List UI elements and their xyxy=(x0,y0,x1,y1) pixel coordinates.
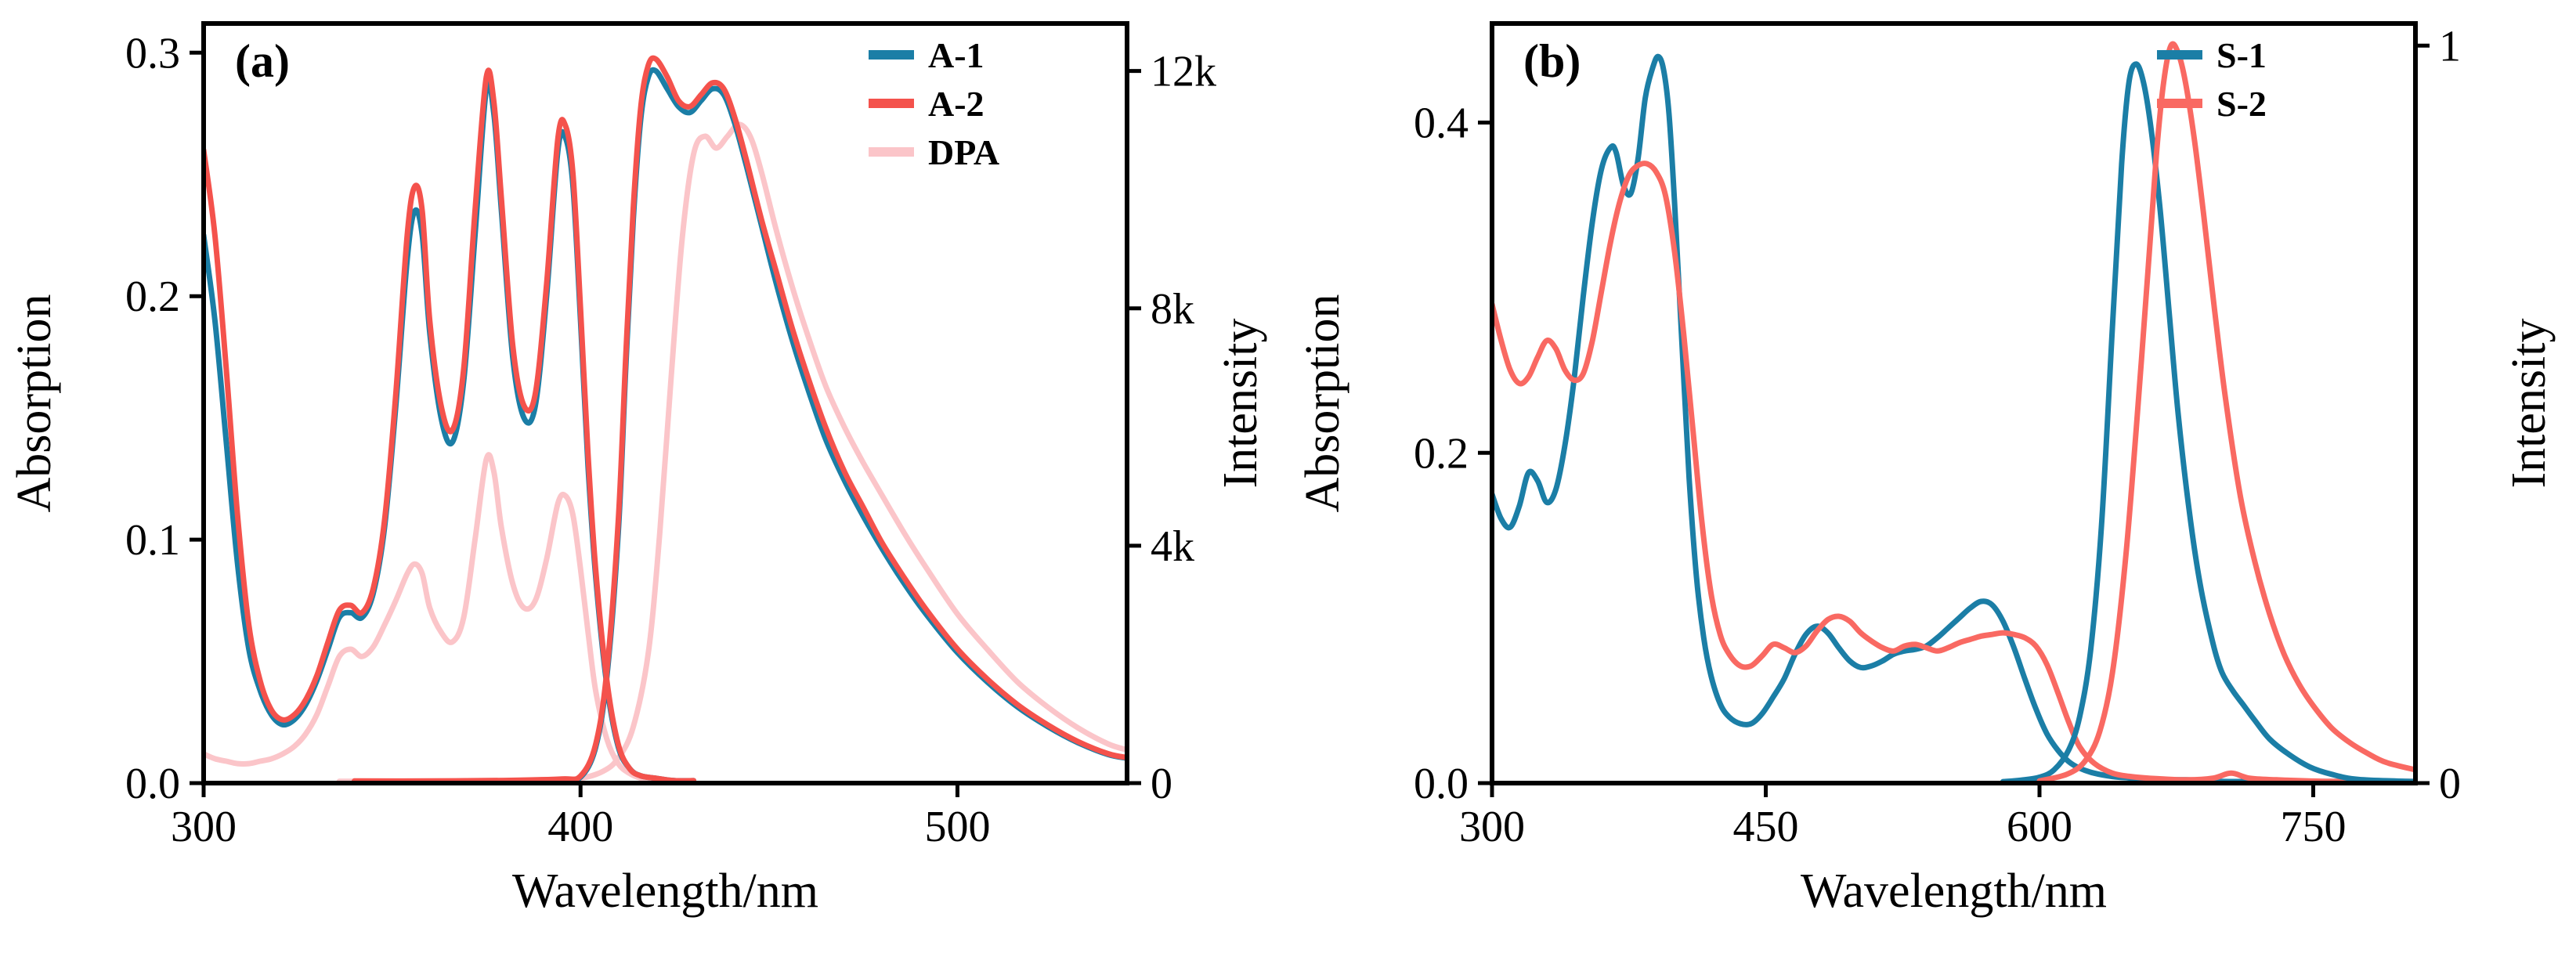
panel-letter: (a) xyxy=(235,35,290,87)
y-left-tick-label: 0.2 xyxy=(1414,429,1469,478)
y-right-tick-label: 8k xyxy=(1151,285,1194,334)
series-A-2-emission xyxy=(352,55,1127,783)
y-right-tick-label: 1 xyxy=(2439,22,2461,70)
series-A-2-absorption xyxy=(204,67,697,783)
y-left-tick-label: 0.1 xyxy=(125,516,180,565)
legend-item-A-2: A-2 xyxy=(869,84,985,124)
legend-label: DPA xyxy=(928,132,999,172)
y-left-tick-label: 0.0 xyxy=(125,760,180,808)
y-axis-left-label: Absorption xyxy=(8,294,61,513)
legend-item-S-1: S-1 xyxy=(2157,35,2267,75)
legend-item-DPA: DPA xyxy=(869,132,999,172)
series-DPA-absorption xyxy=(204,452,697,783)
legend-label: S-2 xyxy=(2217,84,2267,124)
chart-canvas-panel-b: 300 450 600 750 0.0 0.2 0.4 0 1 Wavelength/nm Abso… xyxy=(1296,21,2556,918)
y-axis-right-label: Intensity xyxy=(2502,319,2556,489)
legend-label: S-1 xyxy=(2217,35,2267,75)
series-S-2-emission xyxy=(2036,41,2415,783)
panel-b-chart: 300 450 600 750 0.0 0.2 0.4 0 1 Wavelength/nm Abso… xyxy=(1288,0,2576,960)
series-S-1-absorption xyxy=(1492,53,2415,783)
y-right-tick-label: 12k xyxy=(1151,48,1216,96)
x-axis-label: Wavelength/nm xyxy=(1801,865,2107,918)
panel-letter: (b) xyxy=(1523,35,1581,87)
x-tick-label: 750 xyxy=(2281,803,2347,851)
legend-item-A-1: A-1 xyxy=(869,35,985,75)
x-axis-label: Wavelength/nm xyxy=(512,865,818,918)
y-right-tick-label: 0 xyxy=(1151,760,1172,808)
legend-item-S-2: S-2 xyxy=(2157,84,2267,124)
series-S-2-absorption xyxy=(1492,161,2415,783)
x-tick-label: 400 xyxy=(547,803,613,851)
legend-label: A-2 xyxy=(928,84,985,124)
chart-canvas-panel-a: 300 400 500 0.0 0.1 0.2 0.3 0 4k 8k 12k Wavelength/… xyxy=(8,21,1267,918)
y-right-tick-label: 4k xyxy=(1151,522,1194,571)
y-left-tick-label: 0.3 xyxy=(125,29,180,78)
x-tick-label: 450 xyxy=(1733,803,1799,851)
panel-a-chart: 300 400 500 0.0 0.1 0.2 0.3 0 4k 8k 12k Wavelength/… xyxy=(0,0,1288,960)
y-axis-right-label: Intensity xyxy=(1214,319,1267,489)
series-S-1-emission xyxy=(2000,61,2415,783)
plot-box xyxy=(201,21,1129,785)
x-tick-label: 300 xyxy=(1459,803,1525,851)
y-left-tick-label: 0.0 xyxy=(1414,760,1469,808)
legend-label: A-1 xyxy=(928,35,985,75)
y-left-tick-label: 0.4 xyxy=(1414,99,1469,148)
x-tick-label: 300 xyxy=(171,803,237,851)
x-tick-label: 500 xyxy=(924,803,990,851)
y-axis-left-label: Absorption xyxy=(1296,294,1349,513)
series-DPA-emission xyxy=(336,121,1127,783)
x-tick-label: 600 xyxy=(2007,803,2072,851)
y-left-tick-label: 0.2 xyxy=(125,273,180,321)
y-right-tick-label: 0 xyxy=(2439,760,2461,808)
plot-box xyxy=(1490,21,2418,785)
